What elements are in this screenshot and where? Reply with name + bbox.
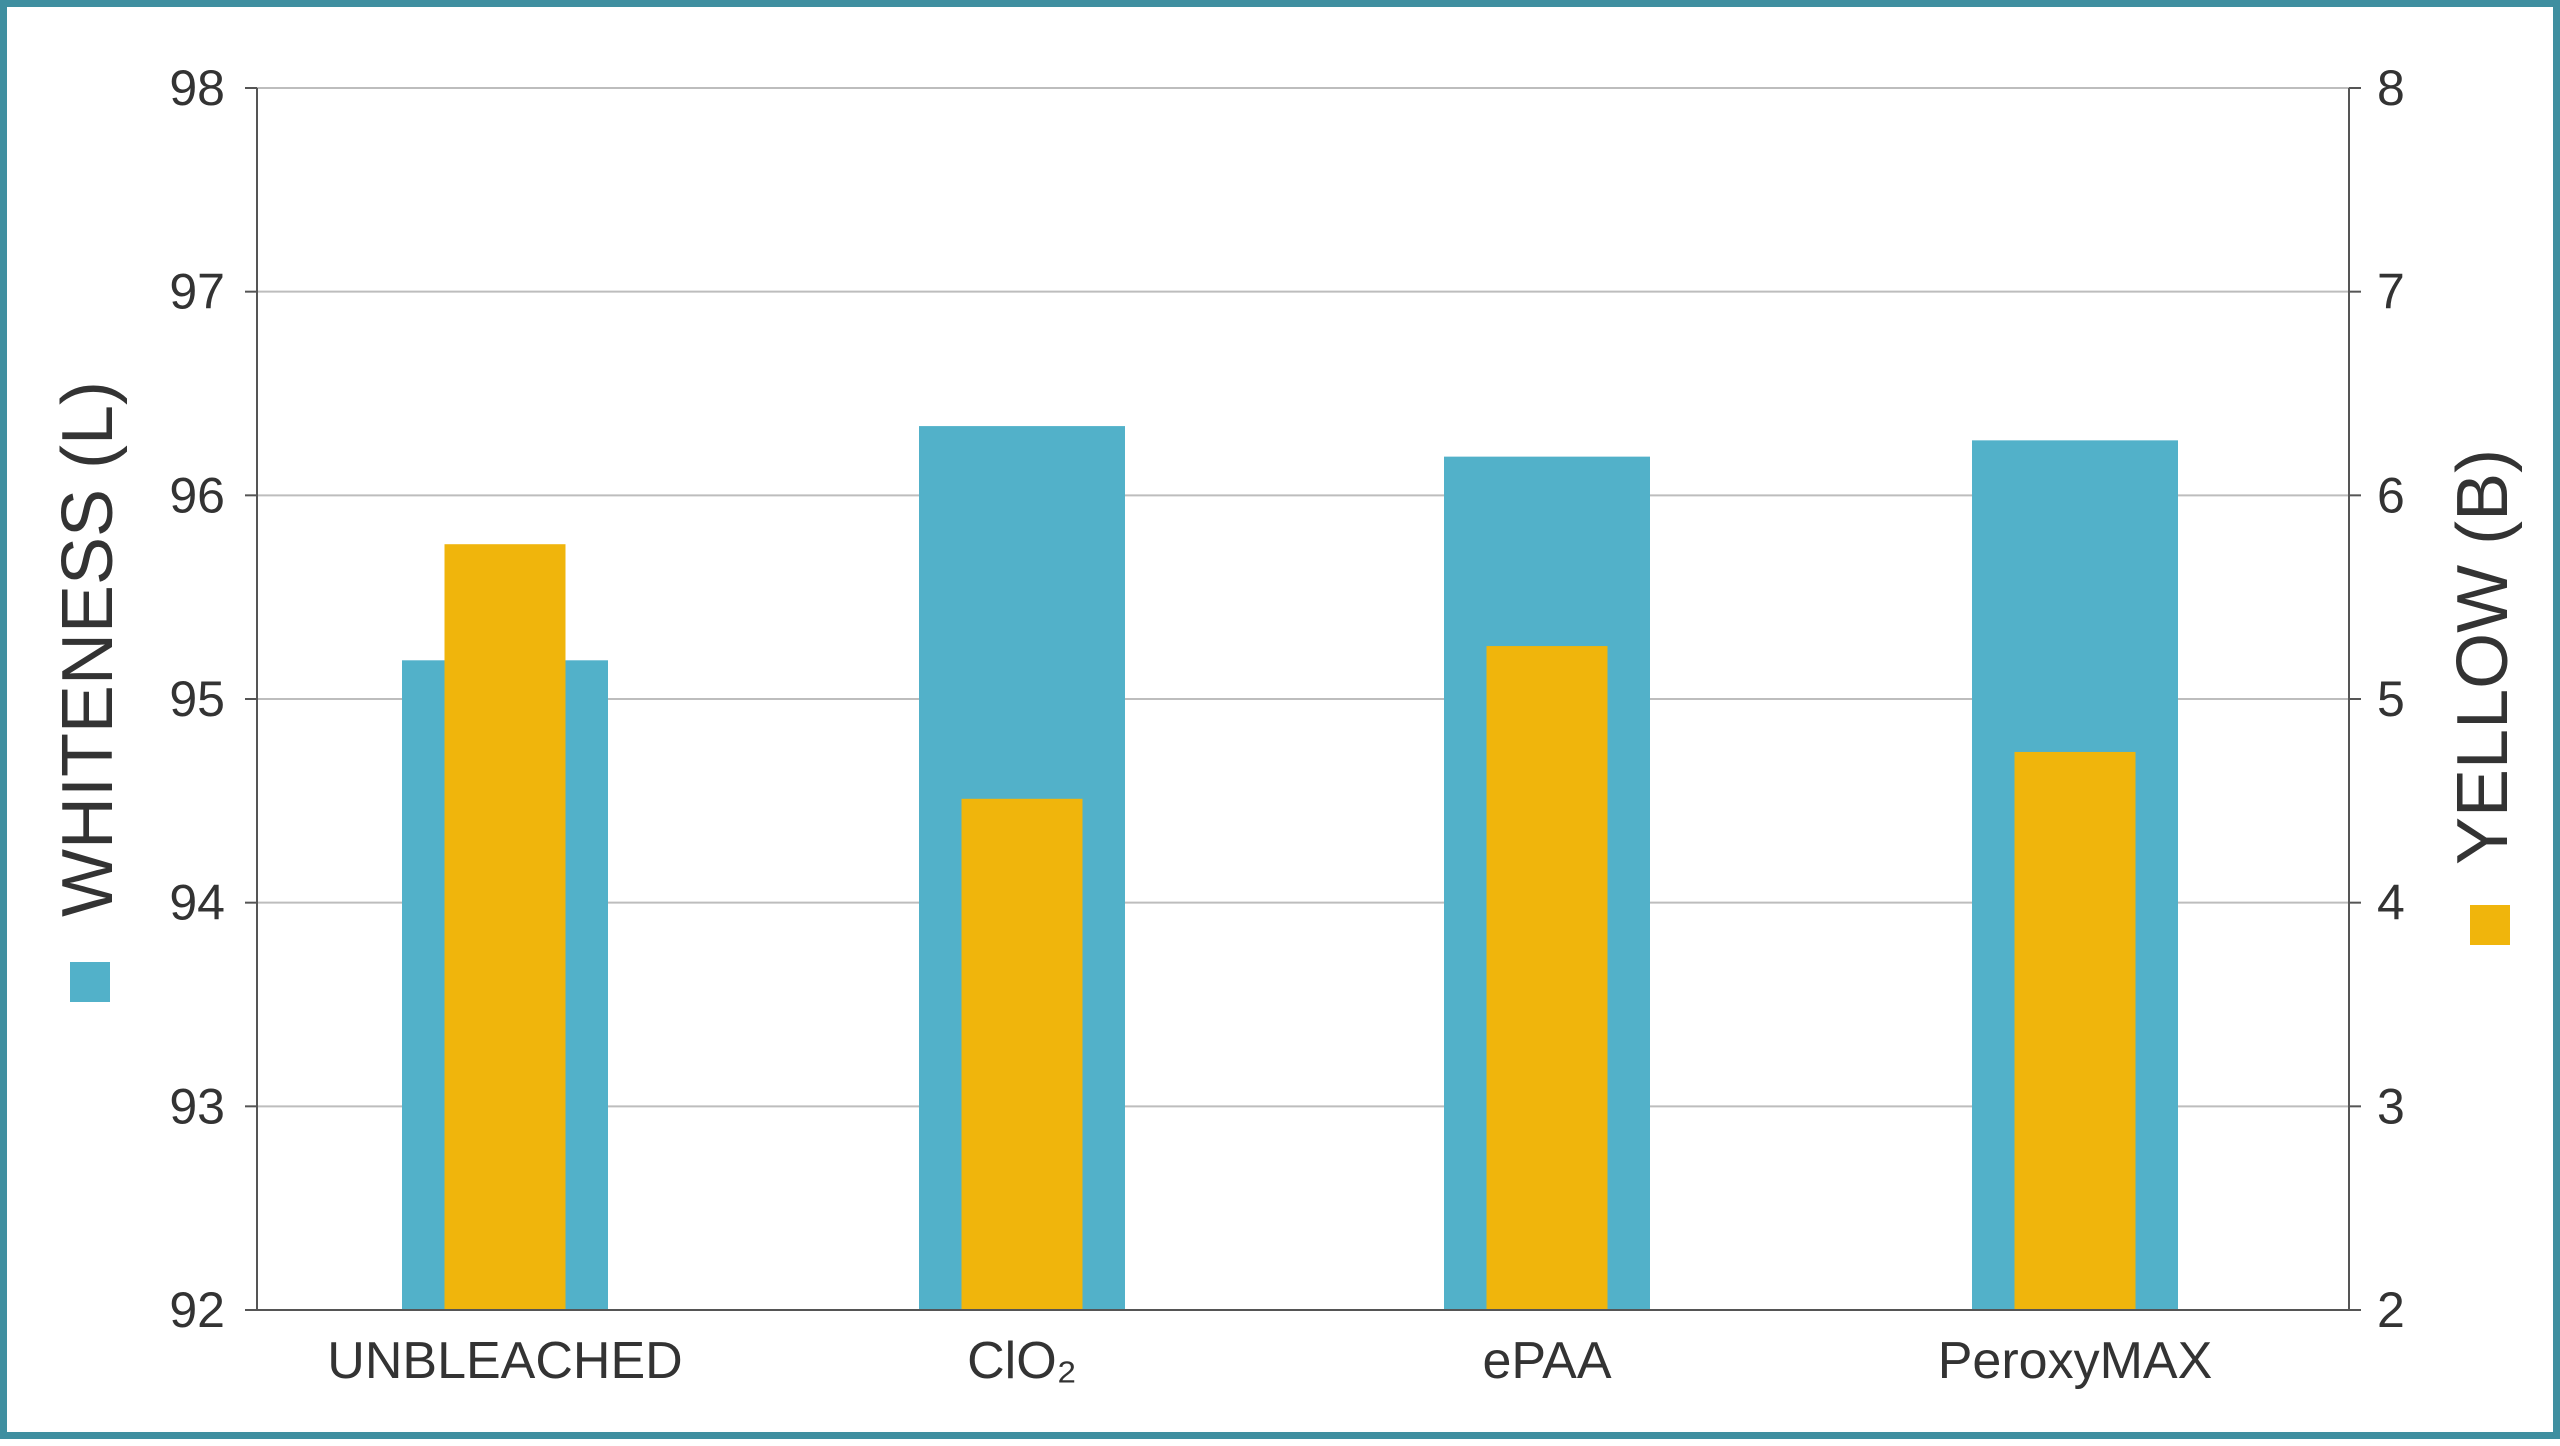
yellow-bar [1486, 646, 1608, 1310]
category-label: UNBLEACHED [327, 1332, 682, 1390]
right-axis-title: YELLOW (B) [2443, 449, 2523, 865]
right-tick-label: 6 [2377, 467, 2405, 523]
category-labels: UNBLEACHED ClO₂ ePAA PeroxyMAX [327, 1332, 2212, 1390]
right-tick-label: 2 [2377, 1282, 2405, 1338]
left-tick-label: 97 [169, 264, 225, 320]
yellow-legend-swatch [2470, 905, 2510, 945]
left-axis-title-group: WHITENESS (L) [48, 381, 128, 1002]
left-tick-label: 93 [169, 1078, 225, 1134]
tick-labels: 92 93 94 95 96 97 98 2 3 4 5 6 7 8 [169, 60, 2404, 1338]
category-label: ClO₂ [967, 1332, 1077, 1390]
right-axis-title-group: YELLOW (B) [2443, 449, 2523, 945]
category-label: ePAA [1482, 1332, 1611, 1390]
right-tick-label: 5 [2377, 671, 2405, 727]
left-tick-label: 95 [169, 671, 225, 727]
category-label: PeroxyMAX [1938, 1332, 2213, 1390]
left-tick-label: 92 [169, 1282, 225, 1338]
yellow-bar [2014, 751, 2136, 1310]
left-tick-label: 98 [169, 60, 225, 116]
bar-chart: 92 93 94 95 96 97 98 2 3 4 5 6 7 8 UNBLEACHED ClO₂ ePAA… [48, 60, 2523, 1390]
left-tick-label: 96 [169, 467, 225, 523]
left-axis-title: WHITENESS (L) [48, 381, 128, 917]
whiteness-legend-swatch [70, 962, 110, 1002]
right-tick-label: 3 [2377, 1078, 2405, 1134]
right-tick-label: 4 [2377, 875, 2405, 931]
right-tick-label: 8 [2377, 60, 2405, 116]
left-tick-label: 94 [169, 875, 225, 931]
bars [402, 426, 2178, 1310]
right-tick-label: 7 [2377, 264, 2405, 320]
yellow-bar [444, 544, 566, 1310]
yellow-bar [961, 798, 1083, 1310]
